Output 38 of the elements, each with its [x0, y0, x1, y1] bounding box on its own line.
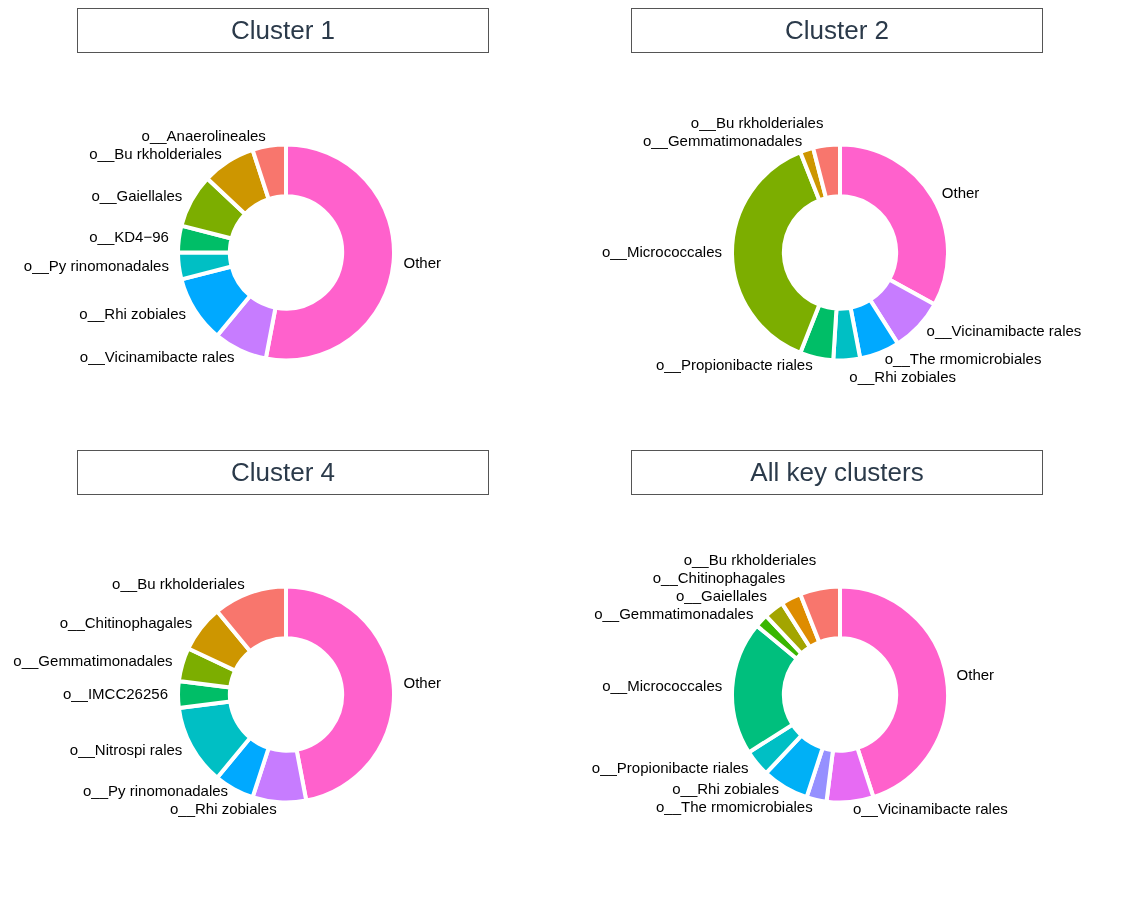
- slice-label: o__Py rinomonadales: [83, 782, 229, 800]
- slice-label: Other: [403, 253, 441, 271]
- chart-title: Cluster 2: [631, 8, 1043, 53]
- slice-label: o__Vicinamibacte rales: [79, 347, 235, 365]
- slice-label: o__Propionibacte riales: [591, 758, 749, 776]
- slice-label: o__Gemmatimonadales: [594, 605, 754, 623]
- slice-label: o__Gaiellales: [91, 186, 183, 204]
- chart-title: Cluster 1: [77, 8, 489, 53]
- slice-label: o__Gemmatimonadales: [642, 132, 803, 150]
- chart-title: Cluster 4: [77, 450, 489, 495]
- slice-label: o__Rhi zobiales: [672, 779, 779, 797]
- slice-label: o__Bu rkholderiales: [690, 114, 824, 132]
- slice-label: o__Rhi zobiales: [849, 368, 957, 386]
- slice-label: o__Vicinamibacte rales: [852, 800, 1008, 818]
- slice-label: o__IMCC26256: [62, 684, 168, 702]
- slice-label: o__Bu rkholderiales: [683, 551, 817, 569]
- slice-label: o__Nitrospi rales: [69, 740, 183, 758]
- slice-label: o__Chitinophagales: [59, 613, 193, 631]
- slice-label: o__Propionibacte riales: [655, 355, 813, 373]
- slice-label: Other: [941, 183, 980, 201]
- slice-label: o__Py rinomonadales: [23, 257, 169, 275]
- slice-label: Other: [956, 666, 995, 684]
- slice-label: o__Micrococcales: [602, 677, 723, 695]
- slice-label: o__Bu rkholderiales: [89, 144, 222, 162]
- slice-label: o__The rmomicrobiales: [655, 797, 813, 815]
- slice-label: o__Vicinamibacte rales: [926, 322, 1082, 340]
- slice-label: o__Gemmatimonadales: [13, 652, 173, 670]
- slice-label: o__Chitinophagales: [652, 569, 786, 587]
- slice-label: o__Bu rkholderiales: [112, 575, 245, 593]
- chart-title: All key clusters: [631, 450, 1043, 495]
- slice-label: o__Gaiellales: [676, 587, 767, 605]
- slice-label: o__Rhi zobiales: [169, 800, 277, 818]
- slice-label: o__Rhi zobiales: [79, 304, 187, 322]
- slice-label: Other: [403, 673, 441, 691]
- slice-label: o__Anaerolineales: [141, 126, 266, 144]
- slice-label: o__The rmomicrobiales: [884, 350, 1042, 368]
- slice-label: o__KD4−96: [89, 228, 169, 246]
- slice-label: o__Micrococcales: [601, 242, 722, 260]
